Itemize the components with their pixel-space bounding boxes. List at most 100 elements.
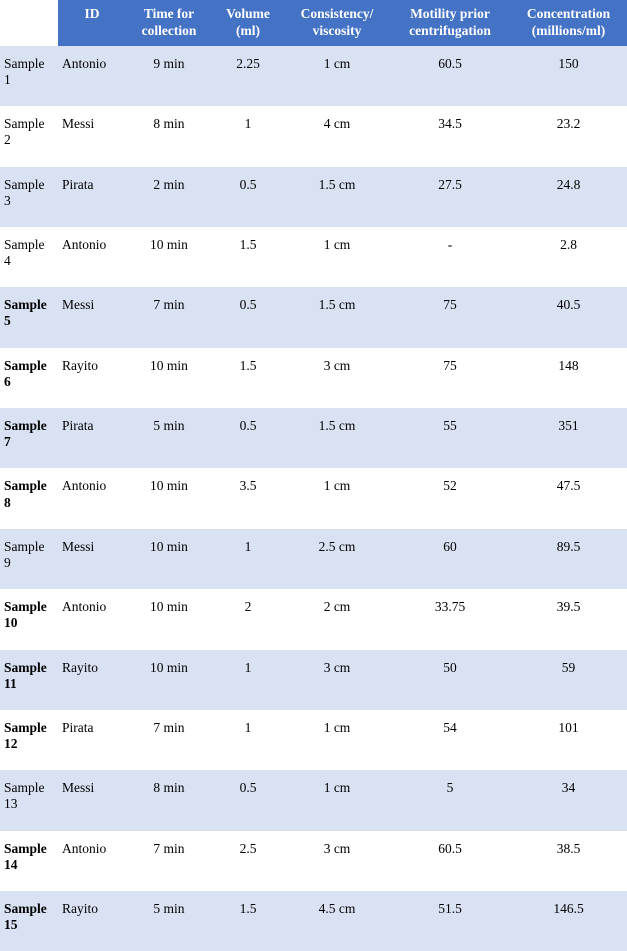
sample-label-l1: Sample: [4, 901, 47, 916]
table-header: ID Time for collection Volume (ml) Consi…: [0, 0, 627, 46]
sample-label-l2: 1: [4, 72, 11, 87]
cell-consistency: 3 cm: [284, 348, 390, 408]
header-text-l2: centrifugation: [409, 23, 491, 38]
cell-id: Antonio: [58, 46, 126, 106]
cell-time: 10 min: [126, 227, 212, 287]
cell-motility: 52: [390, 468, 510, 528]
sample-label-l1: Sample: [4, 297, 47, 312]
cell-volume: 1.5: [212, 891, 284, 951]
sample-label-l2: 2: [4, 132, 11, 147]
cell-motility: 60: [390, 529, 510, 589]
table-row: Sample11Rayito10 min13 cm5059: [0, 650, 627, 710]
header-text-l2: (ml): [236, 23, 260, 38]
table-row: Sample6Rayito10 min1.53 cm75148: [0, 348, 627, 408]
cell-consistency: 1.5 cm: [284, 167, 390, 227]
cell-volume: 0.5: [212, 287, 284, 347]
sample-label-l2: 3: [4, 193, 11, 208]
cell-motility: 51.5: [390, 891, 510, 951]
cell-volume: 1: [212, 106, 284, 166]
cell-consistency: 1 cm: [284, 227, 390, 287]
cell-concentration: 2.8: [510, 227, 627, 287]
cell-volume: 1: [212, 529, 284, 589]
cell-sample: Sample7: [0, 408, 58, 468]
cell-volume: 0.5: [212, 770, 284, 830]
cell-sample: Sample3: [0, 167, 58, 227]
sample-label-l2: 8: [4, 495, 11, 510]
cell-consistency: 2 cm: [284, 589, 390, 649]
cell-volume: 0.5: [212, 167, 284, 227]
table-row: Sample12Pirata7 min11 cm54101: [0, 710, 627, 770]
sample-label-l2: 14: [4, 857, 18, 872]
cell-motility: 34.5: [390, 106, 510, 166]
cell-time: 7 min: [126, 287, 212, 347]
cell-volume: 3.5: [212, 468, 284, 528]
cell-time: 7 min: [126, 710, 212, 770]
header-text-l2: (millions/ml): [532, 23, 606, 38]
cell-consistency: 1 cm: [284, 468, 390, 528]
cell-id: Antonio: [58, 468, 126, 528]
cell-motility: 54: [390, 710, 510, 770]
cell-sample: Sample2: [0, 106, 58, 166]
sample-label-l1: Sample: [4, 478, 47, 493]
samples-table: ID Time for collection Volume (ml) Consi…: [0, 0, 627, 951]
cell-sample: Sample12: [0, 710, 58, 770]
col-header-consistency: Consistency/ viscosity: [284, 0, 390, 46]
cell-sample: Sample13: [0, 770, 58, 830]
cell-time: 10 min: [126, 529, 212, 589]
cell-consistency: 1.5 cm: [284, 287, 390, 347]
table-row: Sample15Rayito5 min1.54.5 cm51.5146.5: [0, 891, 627, 951]
cell-motility: -: [390, 227, 510, 287]
cell-volume: 2.5: [212, 831, 284, 891]
cell-id: Messi: [58, 287, 126, 347]
cell-motility: 75: [390, 287, 510, 347]
cell-consistency: 1 cm: [284, 46, 390, 106]
sample-label-l1: Sample: [4, 539, 45, 554]
cell-concentration: 148: [510, 348, 627, 408]
table-row: Sample 8 Antonio10 min3.51 cm5247.5: [0, 468, 627, 528]
cell-motility: 60.5: [390, 831, 510, 891]
cell-sample: Sample15: [0, 891, 58, 951]
col-header-volume: Volume (ml): [212, 0, 284, 46]
sample-label-l1: Sample: [4, 660, 47, 675]
cell-consistency: 3 cm: [284, 831, 390, 891]
table-row: Sample3Pirata2 min0.51.5 cm27.524.8: [0, 167, 627, 227]
cell-concentration: 23.2: [510, 106, 627, 166]
cell-sample: Sample10: [0, 589, 58, 649]
header-text-l2: collection: [142, 23, 197, 38]
header-text-l1: Consistency/: [301, 6, 374, 21]
cell-sample: Sample9: [0, 529, 58, 589]
cell-id: Antonio: [58, 227, 126, 287]
cell-volume: 1.5: [212, 348, 284, 408]
cell-volume: 1.5: [212, 227, 284, 287]
cell-time: 10 min: [126, 468, 212, 528]
cell-consistency: 2.5 cm: [284, 529, 390, 589]
table-row: Sample5Messi7 min0.51.5 cm7540.5: [0, 287, 627, 347]
sample-label-l2: 5: [4, 313, 11, 328]
cell-sample: Sample5: [0, 287, 58, 347]
sample-label-l1: Sample: [4, 116, 45, 131]
sample-label-l1: Sample: [4, 720, 47, 735]
cell-sample: Sample 8: [0, 468, 58, 528]
sample-label-l2: 10: [4, 615, 18, 630]
cell-time: 10 min: [126, 589, 212, 649]
col-header-time: Time for collection: [126, 0, 212, 46]
header-text-l1: Motility prior: [410, 6, 490, 21]
cell-id: Rayito: [58, 348, 126, 408]
cell-volume: 1: [212, 710, 284, 770]
cell-sample: Sample14: [0, 831, 58, 891]
cell-motility: 5: [390, 770, 510, 830]
cell-volume: 2.25: [212, 46, 284, 106]
sample-label-l1: Sample: [4, 599, 47, 614]
cell-motility: 33.75: [390, 589, 510, 649]
cell-time: 5 min: [126, 891, 212, 951]
cell-concentration: 101: [510, 710, 627, 770]
sample-label-l2: 13: [4, 796, 18, 811]
cell-id: Pirata: [58, 710, 126, 770]
cell-time: 10 min: [126, 348, 212, 408]
table-body: Sample1Antonio9 min2.251 cm60.5150Sample…: [0, 46, 627, 951]
cell-concentration: 47.5: [510, 468, 627, 528]
sample-label-l1: Sample: [4, 237, 45, 252]
cell-concentration: 24.8: [510, 167, 627, 227]
cell-motility: 55: [390, 408, 510, 468]
cell-concentration: 39.5: [510, 589, 627, 649]
